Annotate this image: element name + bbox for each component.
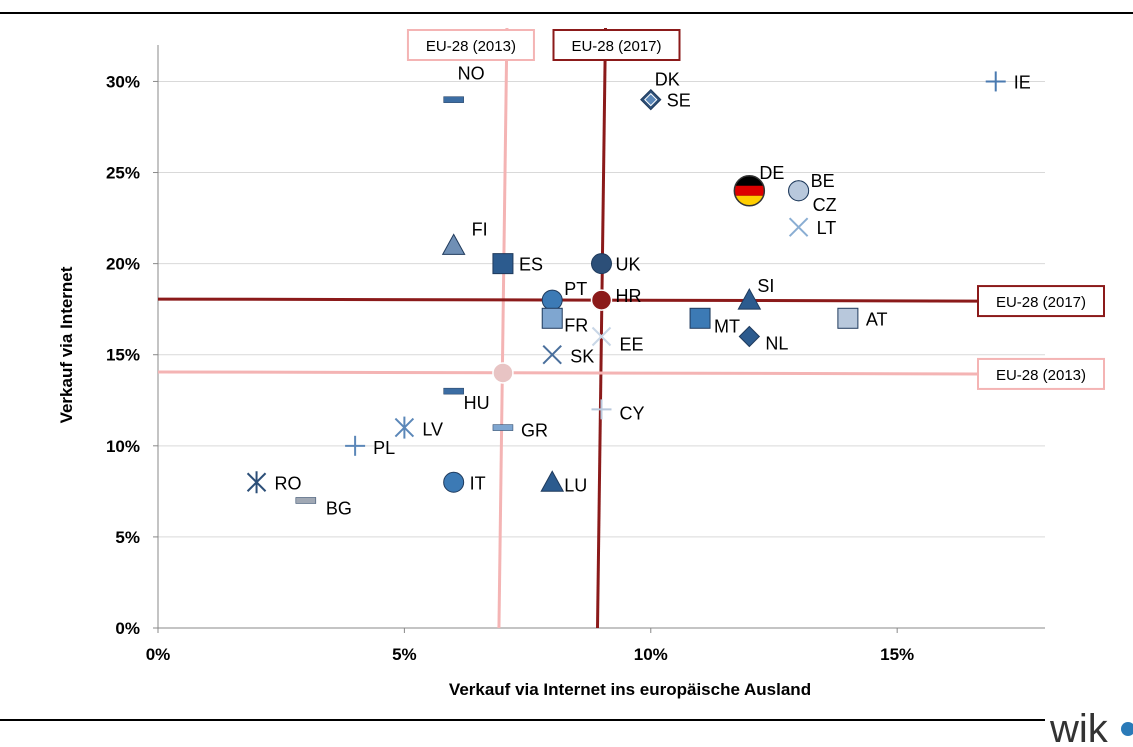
point-mt-marker — [689, 307, 711, 329]
point-ie-label: IE — [1014, 72, 1031, 92]
point-no-label: NO — [458, 64, 485, 84]
point-at-marker — [837, 307, 859, 329]
point-nl-marker — [738, 325, 761, 348]
point-lv-marker — [394, 416, 415, 439]
axes: 0% 5% 10% 15% 20% 25% 30% 0% 5% 10% 15% — [106, 45, 1045, 664]
point-fi-label: FI — [472, 219, 488, 239]
reference-box — [977, 357, 1105, 390]
point-ro-label: RO — [275, 473, 302, 493]
reference-line-horizontal-eu-28-2013 — [157, 370, 979, 376]
x-axis-title: Verkauf via Internet ins europäische Aus… — [449, 680, 811, 699]
point-lu-label: LU — [564, 475, 587, 495]
x-tick-label: 0% — [146, 645, 171, 664]
point-ie-marker — [985, 71, 1006, 92]
reference-lines — [157, 27, 979, 629]
point-hu-marker — [443, 387, 464, 395]
point-hu-label: HU — [464, 393, 490, 413]
point-nl-label: NL — [765, 334, 788, 354]
reference-points — [492, 289, 613, 384]
y-axis-title: Verkauf via Internet — [57, 266, 76, 423]
reference-point-eu-28-2017 — [590, 289, 613, 311]
point-lv-label: LV — [422, 420, 443, 440]
point-ee-marker — [591, 326, 612, 347]
logo: wik — [1049, 707, 1133, 747]
x-tick-label: 15% — [880, 645, 914, 664]
point-cz-label: CZ — [813, 195, 837, 215]
point-de-marker — [733, 175, 766, 207]
point-fi-marker — [441, 233, 466, 255]
x-tick-label: 5% — [392, 645, 417, 664]
point-cy-marker — [591, 399, 612, 420]
point-se-marker — [644, 92, 658, 107]
reference-line-vertical-eu-28-2013 — [497, 27, 509, 629]
reference-label: EU-28 (2013) — [996, 367, 1086, 384]
x-tick-label: 10% — [634, 645, 668, 664]
point-dk-label: DK — [655, 70, 680, 90]
reference-line-vertical-eu-28-2017 — [596, 27, 607, 629]
point-ro-marker — [246, 471, 267, 494]
point-it-marker — [443, 471, 465, 493]
point-sk-marker — [542, 345, 562, 365]
point-pt-label: PT — [564, 279, 587, 299]
reference-box — [552, 29, 681, 61]
reference-line-horizontal-eu-28-2017 — [157, 297, 979, 303]
reference-point-eu-28-2013 — [492, 362, 514, 384]
point-de-label: DE — [759, 163, 784, 183]
point-mt-label: MT — [714, 316, 740, 336]
y-tick-label: 5% — [115, 528, 140, 547]
point-gr-label: GR — [521, 421, 548, 441]
reference-label: EU-28 (2017) — [571, 38, 661, 55]
logo-text: wik — [1049, 707, 1109, 747]
point-lu-marker — [540, 470, 565, 492]
point-si-marker — [737, 288, 762, 310]
y-tick-label: 10% — [106, 437, 140, 456]
point-it-label: IT — [470, 473, 486, 493]
point-es-marker — [492, 253, 514, 275]
y-tick-label: 25% — [106, 164, 140, 183]
point-be-label: BE — [811, 171, 835, 191]
point-sk-label: SK — [570, 347, 594, 367]
reference-label: EU-28 (2013) — [426, 38, 516, 55]
point-fr-label: FR — [564, 315, 588, 335]
reference-label: EU-28 (2017) — [996, 294, 1086, 311]
point-es-label: ES — [519, 255, 543, 275]
point-lt-marker — [788, 217, 809, 237]
point-bg-marker — [295, 497, 317, 504]
point-cz-marker — [788, 180, 810, 202]
point-fr-marker — [541, 307, 563, 329]
y-tick-label: 0% — [115, 619, 140, 638]
logo-mark-icon — [1121, 722, 1133, 736]
point-bg-label: BG — [326, 498, 352, 518]
point-uk-marker — [591, 253, 612, 275]
point-gr-marker — [492, 424, 514, 431]
y-tick-label: 30% — [106, 72, 140, 91]
reference-box — [406, 29, 535, 61]
point-pt-marker — [541, 289, 563, 311]
data-points — [246, 71, 1006, 504]
point-no-marker — [443, 96, 464, 103]
y-tick-label: 15% — [106, 346, 140, 365]
point-hr-label: HR — [616, 286, 642, 306]
reference-box — [977, 285, 1105, 318]
point-cy-label: CY — [620, 403, 645, 423]
point-lt-label: LT — [817, 218, 837, 238]
y-tick-label: 20% — [106, 255, 140, 274]
point-at-label: AT — [866, 309, 888, 329]
point-ee-label: EE — [620, 335, 644, 355]
point-si-label: SI — [757, 276, 774, 296]
point-se-label: SE — [667, 91, 691, 111]
point-pl-marker — [345, 435, 366, 456]
point-pl-label: PL — [373, 438, 395, 458]
point-uk-label: UK — [616, 255, 641, 275]
reference-labels: EU-28 (2013) EU-28 (2017) EU-28 (2017) EU-2… — [406, 29, 1105, 390]
